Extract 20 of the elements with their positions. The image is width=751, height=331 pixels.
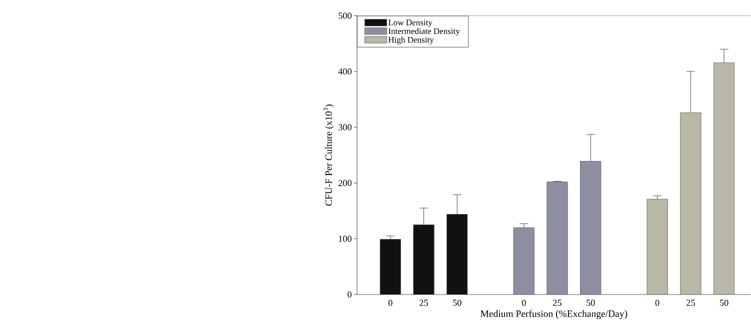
y-tick-label: 500 <box>338 12 352 19</box>
x-tick-label: 25 <box>553 300 562 306</box>
x-tick-label: 50 <box>453 300 462 306</box>
x-tick-label: 0 <box>655 300 660 306</box>
x-axis-title: Medium Perfusion (%Exchange/Day) <box>480 310 628 320</box>
y-tick-label: 400 <box>338 68 352 75</box>
x-tick-label: 0 <box>388 300 392 306</box>
legend-label: High Density <box>388 36 434 45</box>
legend-label: Low Density <box>388 20 432 28</box>
legend-label: Intermediate Density <box>388 28 460 36</box>
y-tick-label: 100 <box>338 236 352 242</box>
y-tick-label: 300 <box>338 124 352 130</box>
x-tick-label: 0 <box>522 300 526 306</box>
x-tick-label: 50 <box>586 300 595 306</box>
y-tick-label: 200 <box>338 180 352 186</box>
y-axis-title: CFU-F Per Culture (x10$^{3}$) <box>324 104 334 206</box>
x-tick-label: 25 <box>686 300 695 306</box>
x-tick-label: 25 <box>420 300 428 306</box>
x-tick-label: 50 <box>720 300 728 306</box>
y-tick-label: 0 <box>348 292 352 298</box>
